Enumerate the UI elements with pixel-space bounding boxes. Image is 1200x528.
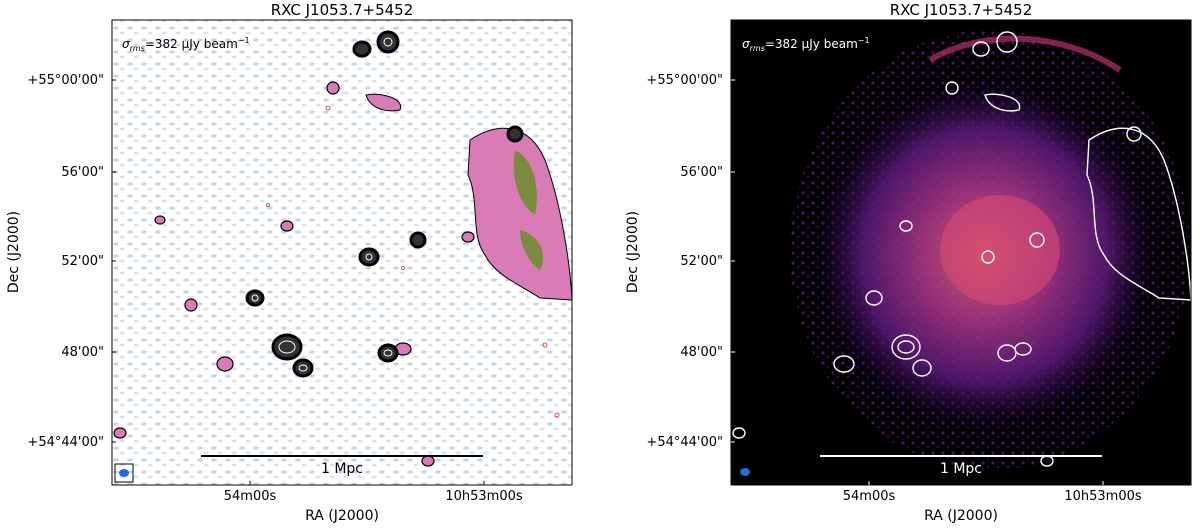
- x-tick-label: 10h53m00s: [445, 489, 523, 504]
- x-tick-label: 10h53m00s: [1064, 489, 1142, 504]
- radio-image: [112, 20, 572, 485]
- radio-panel: RXC J1053.7+5452: [6, 1, 573, 524]
- xray-panel: RXC J1053.7+5452: [625, 1, 1192, 524]
- beam-ellipse: [740, 468, 750, 476]
- rms-label: σrms=382 μJy beam−1: [742, 36, 870, 53]
- x-axis-label: RA (J2000): [305, 508, 379, 524]
- rms-label: σrms=382 μJy beam−1: [122, 36, 250, 53]
- y-tick-label: +54°44'00": [27, 435, 104, 450]
- scale-bar-label: 1 Mpc: [321, 461, 363, 477]
- panel-title: RXC J1053.7+5452: [890, 1, 1033, 19]
- y-axis-label: Dec (J2000): [625, 211, 641, 293]
- y-tick-label: 56'00": [61, 165, 104, 180]
- y-tick-label: 56'00": [680, 165, 723, 180]
- beam-ellipse: [119, 469, 129, 477]
- y-ticks: [112, 79, 485, 485]
- y-ticks: [731, 79, 1104, 485]
- plot-frame: [730, 19, 1192, 486]
- y-tick-label: 48'00": [61, 345, 104, 360]
- y-tick-label: +55°00'00": [646, 73, 723, 88]
- x-tick-label: 54m00s: [843, 489, 896, 504]
- y-tick-label: 52'00": [680, 254, 723, 269]
- y-tick-label: 52'00": [61, 254, 104, 269]
- y-tick-label: 48'00": [680, 345, 723, 360]
- y-axis-label: Dec (J2000): [6, 211, 22, 293]
- scale-bar-label: 1 Mpc: [940, 461, 982, 477]
- x-tick-label: 54m00s: [224, 489, 277, 504]
- y-tick-label: +54°44'00": [646, 435, 723, 450]
- plot-frame: [111, 19, 573, 486]
- x-axis-label: RA (J2000): [924, 508, 998, 524]
- y-tick-label: +55°00'00": [27, 73, 104, 88]
- xray-image: [731, 20, 1191, 485]
- panel-title: RXC J1053.7+5452: [271, 1, 414, 19]
- beam-box: [114, 463, 134, 483]
